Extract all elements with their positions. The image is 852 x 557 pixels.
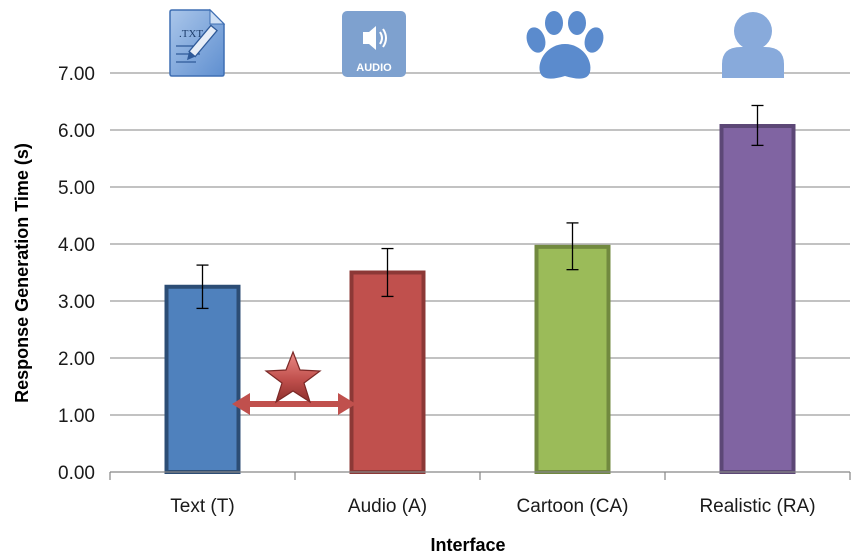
x-tick-label: Audio (A) [348,496,427,517]
error-bar [196,264,209,310]
x-tick-label: Realistic (RA) [699,496,815,517]
y-tick-label: 5.00 [58,178,95,199]
error-bars [196,104,764,310]
error-bar [381,247,394,298]
x-tick-label: Text (T) [170,496,234,517]
x-axis-title: Interface [430,535,505,555]
paw-icon [526,11,604,79]
x-tick-label: Cartoon (CA) [517,496,629,517]
text-icon-label: .TXT [179,28,203,40]
y-tick-label: 7.00 [58,64,95,85]
bar [534,244,611,474]
significance-arrow [232,393,356,415]
y-tick-label: 2.00 [58,349,95,370]
x-axis [109,471,851,480]
error-bar [751,104,764,147]
significance-star-icon [264,350,322,404]
y-tick-label: 6.00 [58,121,95,142]
y-tick-label: 3.00 [58,292,95,313]
error-bar [566,222,579,271]
audio-speaker-icon: AUDIO [342,11,406,77]
bar [164,284,241,474]
bar [349,270,426,474]
y-tick-label: 4.00 [58,235,95,256]
y-tick-label: 0.00 [58,463,95,484]
y-axis-title: Response Generation Time (s) [12,143,32,403]
audio-icon-label: AUDIO [356,62,392,74]
text-file-icon: .TXT [169,8,226,77]
bars [164,124,796,474]
y-tick-labels: 0.00 1.00 2.00 3.00 4.00 5.00 6.00 7.00 [58,64,95,484]
person-icon [722,12,784,78]
y-tick-label: 1.00 [58,406,95,427]
bar [719,124,796,474]
x-tick-labels: Text (T) Audio (A) Cartoon (CA) Realistic (… [170,496,815,517]
